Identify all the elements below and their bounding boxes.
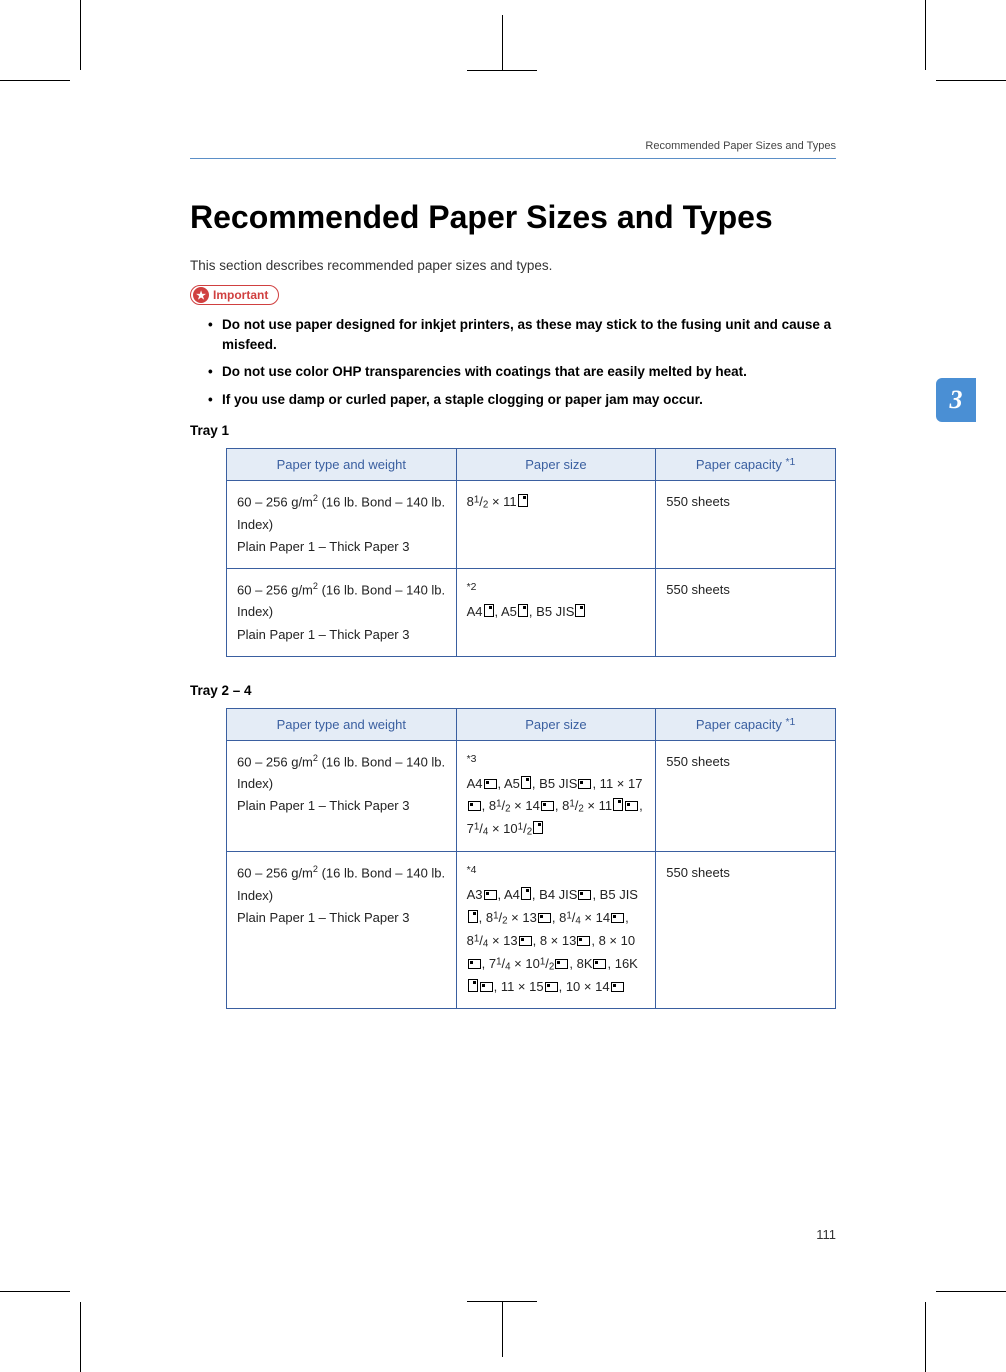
tray1-table: Paper type and weight Paper size Paper c… xyxy=(226,448,836,656)
table-row: 60 – 256 g/m2 (16 lb. Bond – 140 lb. Ind… xyxy=(227,481,836,569)
star-icon: ★ xyxy=(193,287,209,303)
landscape-icon xyxy=(541,801,554,811)
landscape-icon xyxy=(578,890,591,900)
landscape-icon xyxy=(593,959,606,969)
important-badge: ★ Important xyxy=(190,285,279,305)
tray24-label: Tray 2 – 4 xyxy=(190,683,836,698)
portrait-icon xyxy=(484,604,494,617)
important-label: Important xyxy=(213,288,268,302)
landscape-icon xyxy=(578,779,591,789)
tray1-label: Tray 1 xyxy=(190,423,836,438)
landscape-icon xyxy=(480,982,493,992)
table-row: 60 – 256 g/m2 (16 lb. Bond – 140 lb. Ind… xyxy=(227,740,836,851)
landscape-icon xyxy=(577,936,590,946)
page-content: Recommended Paper Sizes and Types Recomm… xyxy=(80,80,926,1292)
portrait-icon xyxy=(518,604,528,617)
col-header: Paper type and weight xyxy=(227,449,457,481)
col-header: Paper size xyxy=(456,708,656,740)
portrait-icon xyxy=(521,887,531,900)
portrait-icon xyxy=(468,979,478,992)
table-row: 60 – 256 g/m2 (16 lb. Bond – 140 lb. Ind… xyxy=(227,852,836,1008)
landscape-icon xyxy=(484,779,497,789)
portrait-icon xyxy=(468,910,478,923)
landscape-icon xyxy=(625,801,638,811)
portrait-icon xyxy=(533,821,543,834)
col-header: Paper capacity *1 xyxy=(656,708,836,740)
portrait-icon xyxy=(613,798,623,811)
portrait-icon xyxy=(575,604,585,617)
landscape-icon xyxy=(545,982,558,992)
landscape-icon xyxy=(611,913,624,923)
landscape-icon xyxy=(555,959,568,969)
landscape-icon xyxy=(468,801,481,811)
col-header: Paper capacity *1 xyxy=(656,449,836,481)
table-row: 60 – 256 g/m2 (16 lb. Bond – 140 lb. Ind… xyxy=(227,569,836,657)
landscape-icon xyxy=(519,936,532,946)
tray24-table: Paper type and weight Paper size Paper c… xyxy=(226,708,836,1009)
landscape-icon xyxy=(611,982,624,992)
portrait-icon xyxy=(518,494,528,507)
warning-item: Do not use paper designed for inkjet pri… xyxy=(208,315,836,354)
chapter-tab: 3 xyxy=(936,378,976,422)
running-header: Recommended Paper Sizes and Types xyxy=(190,140,836,159)
landscape-icon xyxy=(538,913,551,923)
landscape-icon xyxy=(468,959,481,969)
col-header: Paper size xyxy=(456,449,656,481)
landscape-icon xyxy=(484,890,497,900)
page-title: Recommended Paper Sizes and Types xyxy=(190,199,836,236)
warning-item: Do not use color OHP transparencies with… xyxy=(208,362,836,382)
warning-list: Do not use paper designed for inkjet pri… xyxy=(190,315,836,409)
intro-text: This section describes recommended paper… xyxy=(190,258,836,273)
portrait-icon xyxy=(521,776,531,789)
page-number: 111 xyxy=(816,1227,836,1242)
col-header: Paper type and weight xyxy=(227,708,457,740)
warning-item: If you use damp or curled paper, a stapl… xyxy=(208,390,836,410)
